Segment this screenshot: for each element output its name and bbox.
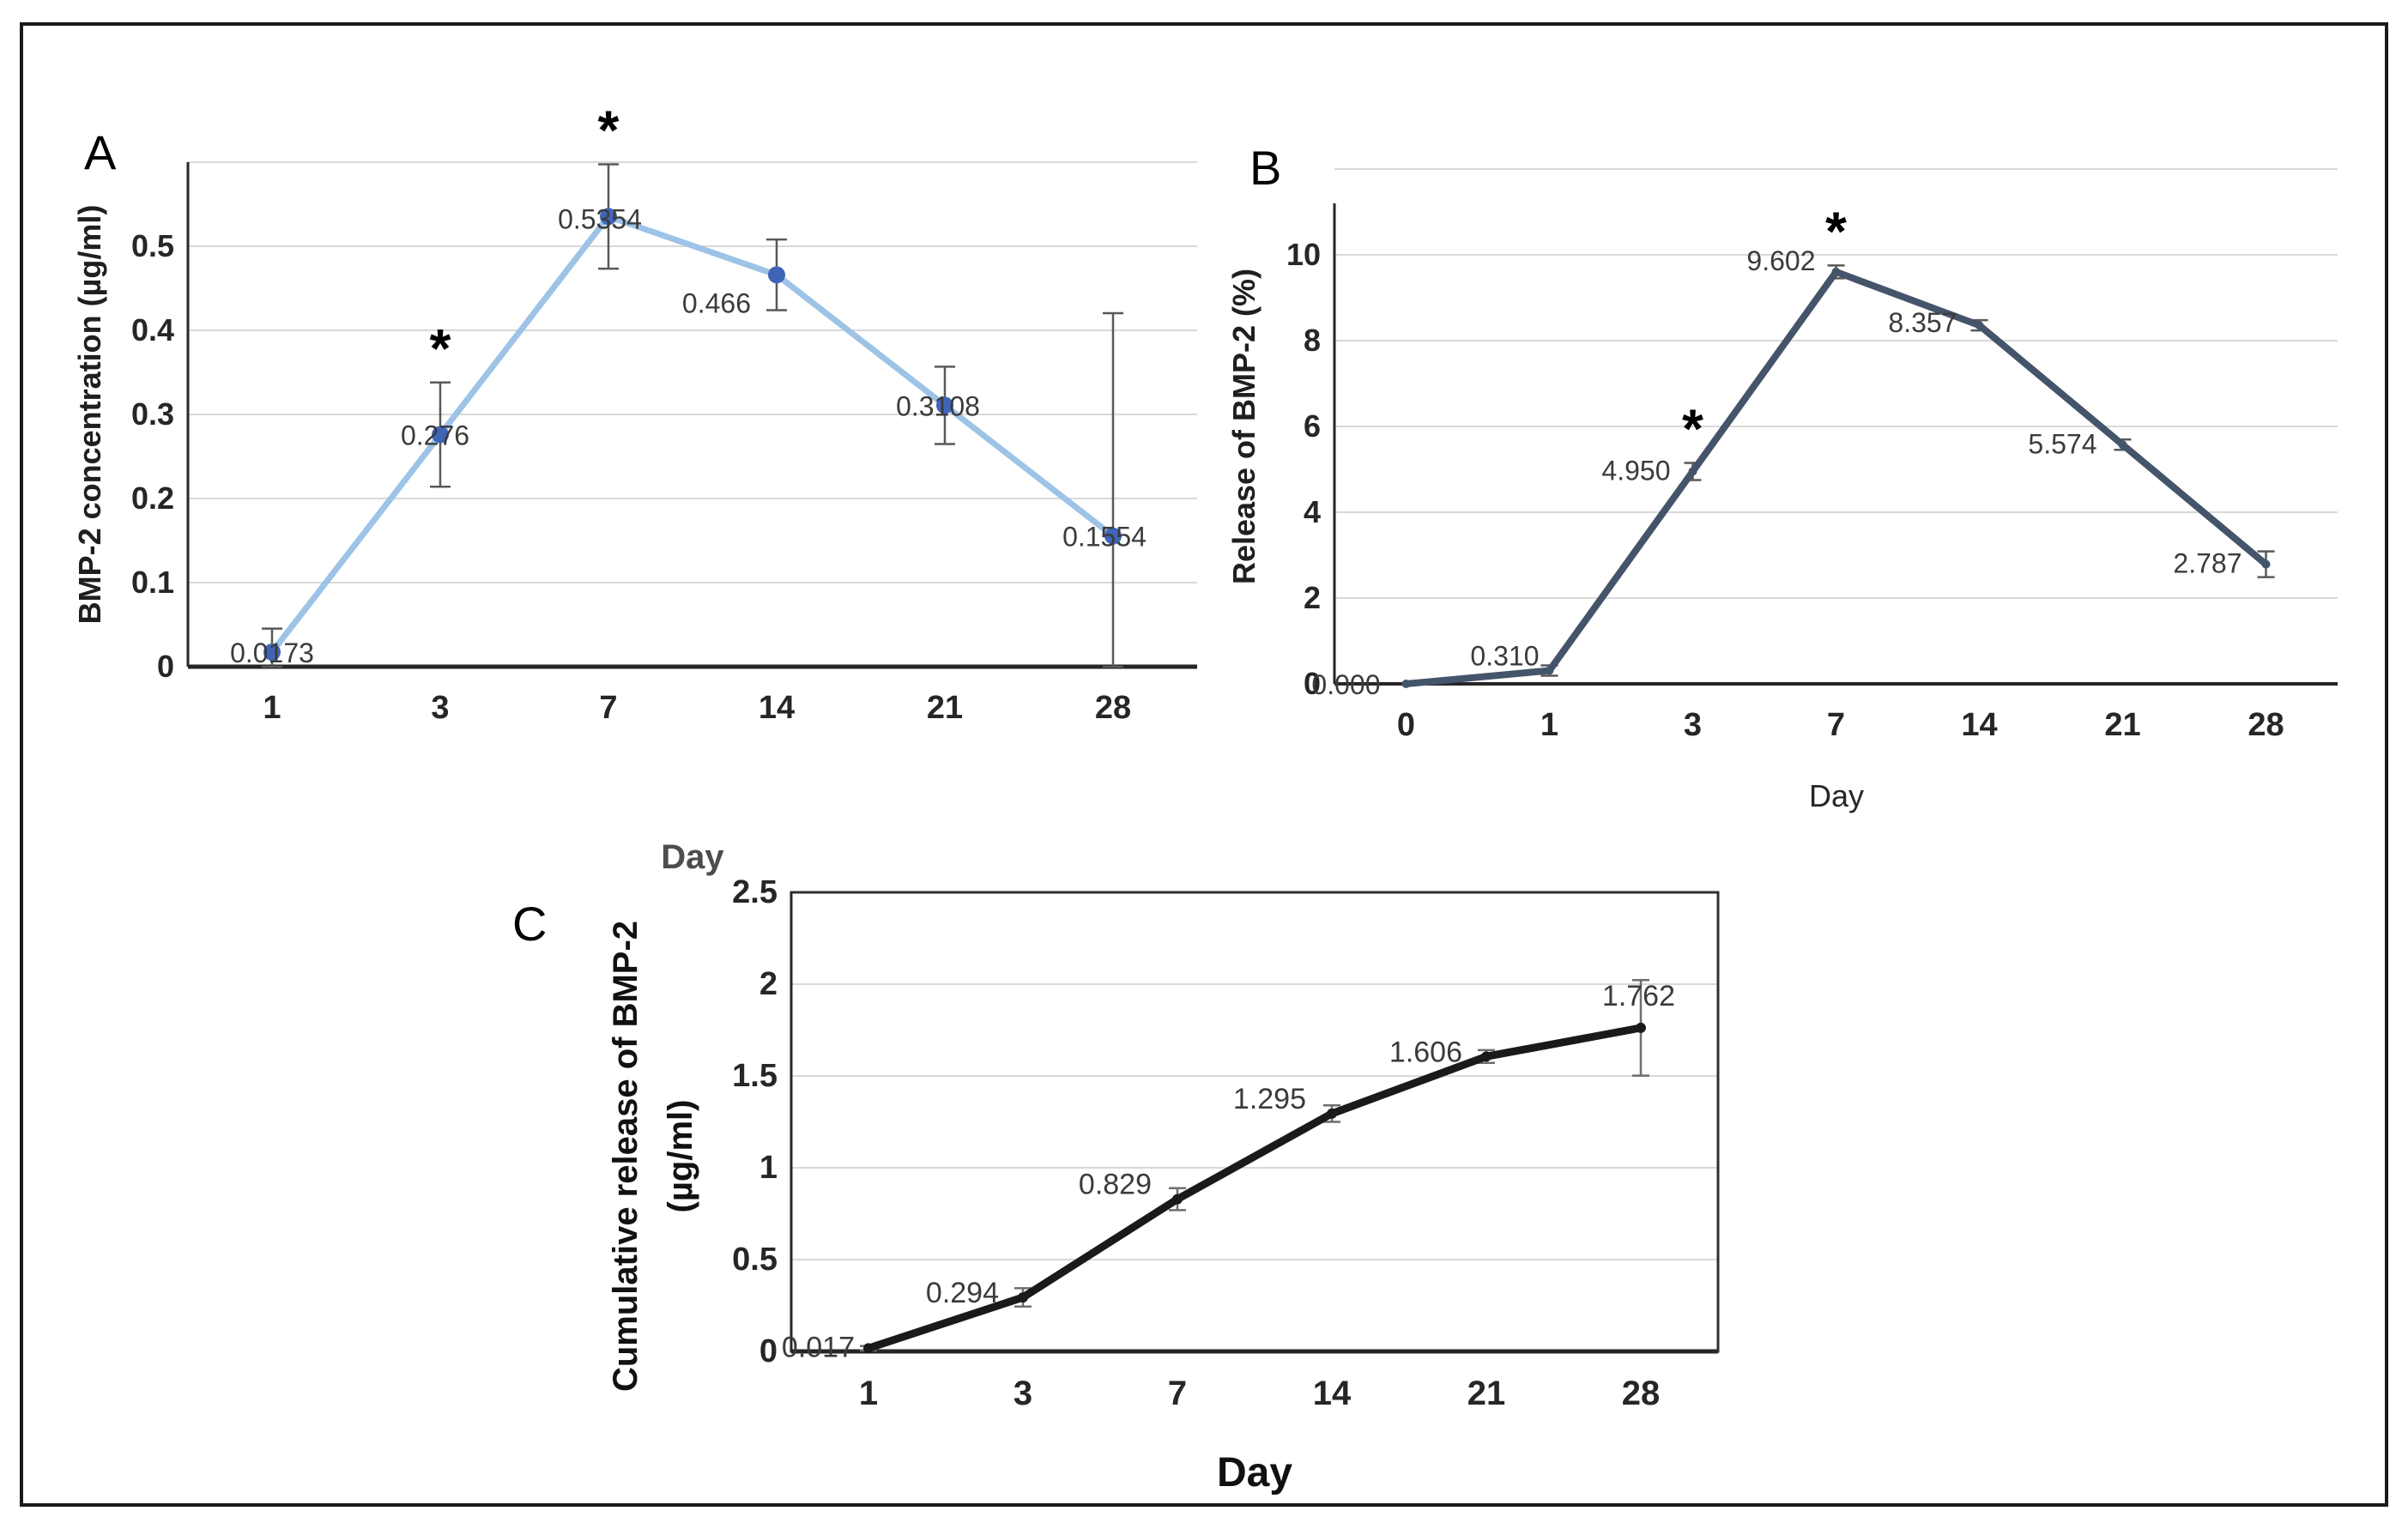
x-tick-label: 14 [759, 690, 795, 726]
series-line [269, 213, 1116, 656]
figure-border [20, 22, 2388, 1507]
data-point-marker [1104, 527, 1122, 545]
x-tick-label: 3 [1684, 707, 1702, 743]
data-label: 0.294 [926, 1277, 999, 1309]
data-point-marker [432, 426, 449, 444]
panel-B: 0 2 4 6 8 10 0 1 3 7 14 21 28 0.000 0.310 4.950 9.602 8.3… [1226, 141, 2338, 813]
x-tick-label: 7 [599, 690, 617, 726]
data-label: 0.000 [1311, 669, 1380, 700]
x-tick-label: 0 [1397, 707, 1415, 743]
x-tick-label: 28 [1095, 690, 1131, 726]
data-point-marker [263, 644, 281, 662]
data-label: 1.762 [1602, 980, 1675, 1012]
data-point-marker [600, 208, 617, 226]
data-point-marker [1481, 1051, 1491, 1062]
y-tick-label: 10 [1286, 237, 1321, 272]
y-tick-label: 0.4 [131, 312, 174, 348]
data-point-marker [1975, 321, 1984, 330]
x-tick-label: 21 [927, 690, 963, 726]
y-tick-label: 6 [1304, 408, 1321, 444]
data-label: 0.829 [1079, 1169, 1152, 1201]
y-axis-title: Release of BMP-2 (%) [1226, 269, 1261, 584]
y-tick-label: 2.5 [732, 874, 777, 910]
x-tick-label: 7 [1827, 707, 1845, 743]
y-tick-label: 0.5 [131, 228, 174, 263]
y-axis-title-line2: (µg/ml) [662, 1100, 699, 1213]
data-label: 1.295 [1233, 1083, 1306, 1115]
data-label: 9.602 [1746, 245, 1815, 276]
y-tick-label: 4 [1304, 494, 1321, 529]
data-point-marker [1018, 1292, 1028, 1303]
data-label: 0.5354 [558, 203, 642, 234]
x-tick-label: 14 [1961, 707, 1997, 743]
data-label: 1.606 [1389, 1036, 1462, 1068]
data-point-marker [1172, 1194, 1183, 1205]
significance-asterisk: * [598, 100, 620, 161]
x-tick-label: 1 [1540, 707, 1558, 743]
data-label: 0.017 [782, 1331, 855, 1363]
x-tick-label: 28 [1622, 1375, 1661, 1412]
series-line [864, 1024, 1645, 1352]
data-point-marker [2261, 559, 2271, 569]
x-axis-title: Day [661, 838, 724, 876]
y-tick-label: 0.3 [131, 396, 174, 432]
x-tick-label: 21 [2104, 707, 2140, 743]
series-line [1402, 268, 2270, 687]
data-point-marker [1401, 680, 1411, 688]
data-label: 0.466 [682, 287, 751, 318]
data-point-marker [863, 1343, 874, 1354]
data-label: 0.276 [401, 420, 469, 451]
y-tick-label: 0.1 [131, 565, 174, 600]
x-tick-label: 7 [1168, 1375, 1187, 1412]
data-label: 8.357 [1888, 307, 1957, 338]
x-tick-label: 3 [431, 690, 449, 726]
y-tick-label: 8 [1304, 323, 1321, 358]
data-point-marker [768, 266, 785, 284]
y-tick-label: 0 [759, 1333, 777, 1369]
y-tick-label: 0.2 [131, 480, 174, 516]
panel-A: 0 0.1 0.2 0.3 0.4 0.5 1 3 7 14 21 28 0.0173 0.276 0.53… [72, 100, 1197, 876]
panel-letter: A [84, 125, 117, 179]
y-tick-label: 2 [1304, 580, 1321, 615]
y-tick-label: 0 [1304, 666, 1321, 701]
y-tick-label: 0 [157, 649, 174, 684]
data-point-marker [2118, 440, 2127, 450]
significance-asterisk: * [430, 317, 451, 379]
data-label: 5.574 [2028, 428, 2096, 459]
x-tick-label: 28 [2248, 707, 2284, 743]
data-label: 0.1554 [1062, 522, 1147, 553]
y-axis-title-line1: Cumulative release of BMP-2 [607, 921, 644, 1392]
x-axis-title: Day [1809, 778, 1864, 813]
panel-C: 0 0.5 1 1.5 2 2.5 1 3 7 14 21 28 0.017 0.294 0.829 1.29… [512, 874, 1720, 1496]
x-tick-label: 14 [1313, 1375, 1352, 1412]
panel-letter: C [512, 897, 547, 951]
data-point-marker [1327, 1108, 1337, 1119]
data-label: 0.310 [1470, 641, 1539, 672]
significance-asterisk: * [1825, 200, 1847, 262]
data-label: 2.787 [2173, 548, 2242, 579]
x-tick-label: 1 [263, 690, 281, 726]
data-point-marker [1831, 267, 1841, 276]
data-label: 4.950 [1601, 456, 1670, 486]
y-axis-title: BMP-2 concentration (µg/ml) [72, 205, 107, 625]
x-tick-label: 21 [1467, 1375, 1506, 1412]
y-tick-label: 0.5 [732, 1242, 777, 1278]
y-tick-label: 1.5 [732, 1058, 777, 1094]
x-axis-title: Day [1217, 1450, 1292, 1496]
panel-letter: B [1249, 141, 1281, 195]
data-point-marker [936, 396, 953, 414]
data-label: 0.0173 [230, 638, 314, 668]
data-label: 0.3108 [896, 390, 980, 421]
y-tick-label: 2 [759, 966, 777, 1002]
y-tick-label: 1 [759, 1150, 777, 1186]
significance-asterisk: * [1682, 398, 1703, 460]
data-point-marker [1688, 467, 1697, 476]
x-tick-label: 3 [1013, 1375, 1032, 1412]
data-point-marker [1636, 1022, 1646, 1033]
x-tick-label: 1 [859, 1375, 878, 1412]
data-point-marker [1545, 666, 1554, 675]
